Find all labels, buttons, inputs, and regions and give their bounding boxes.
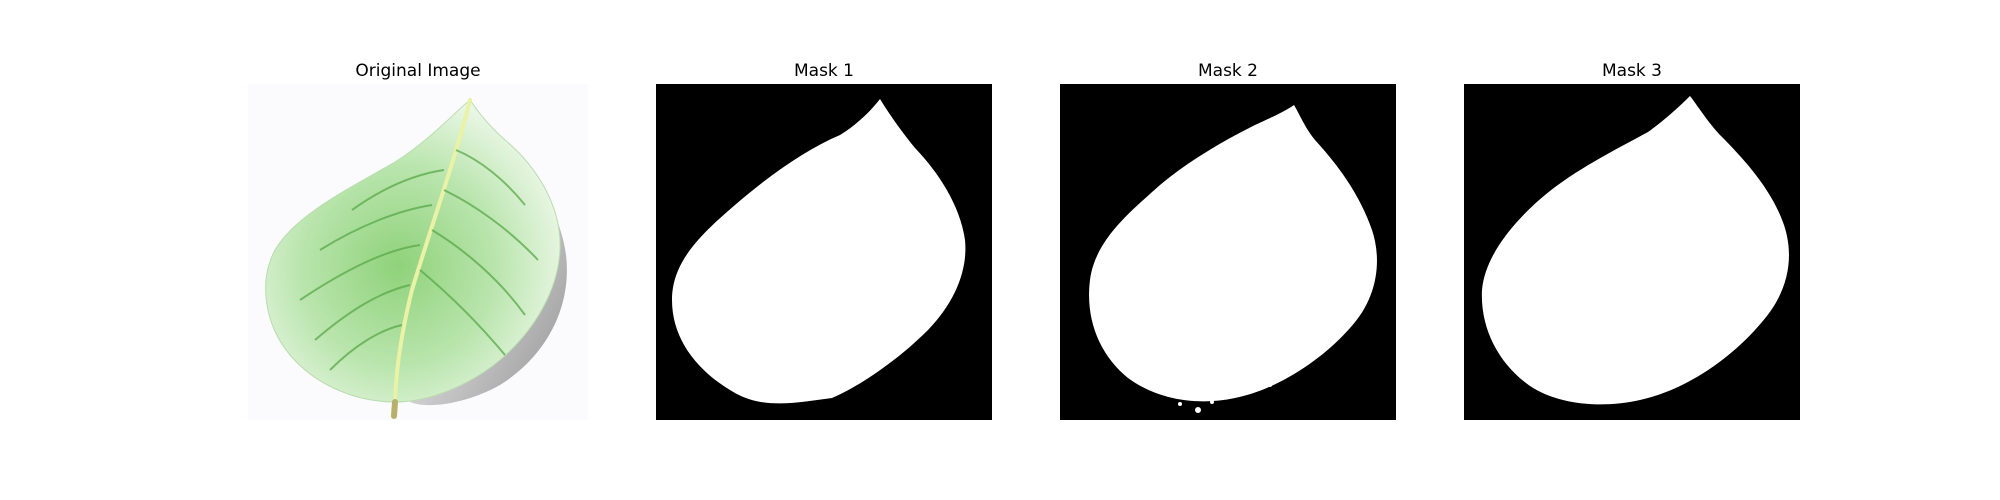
mask-1-foreground — [672, 99, 966, 404]
leaf-photo — [248, 84, 588, 420]
leaf-stem — [391, 399, 398, 419]
panel-title-mask-1: Mask 1 — [794, 61, 854, 81]
panel-mask-1: Mask 1 — [656, 61, 992, 420]
leaf-veins — [299, 149, 539, 371]
mask-3-foreground — [1481, 96, 1789, 405]
panel-title-original-image: Original Image — [355, 61, 480, 81]
panel-title-mask-3: Mask 3 — [1602, 61, 1662, 81]
mask-2-foreground — [1089, 105, 1377, 402]
panel-original-image: Original Image — [248, 61, 588, 420]
leaf-blade — [265, 99, 561, 403]
panel-mask-3: Mask 3 — [1464, 61, 1800, 420]
mask-2-speckles — [1178, 383, 1272, 413]
panel-title-mask-2: Mask 2 — [1198, 61, 1258, 81]
panel-mask-2: Mask 2 — [1060, 61, 1396, 420]
